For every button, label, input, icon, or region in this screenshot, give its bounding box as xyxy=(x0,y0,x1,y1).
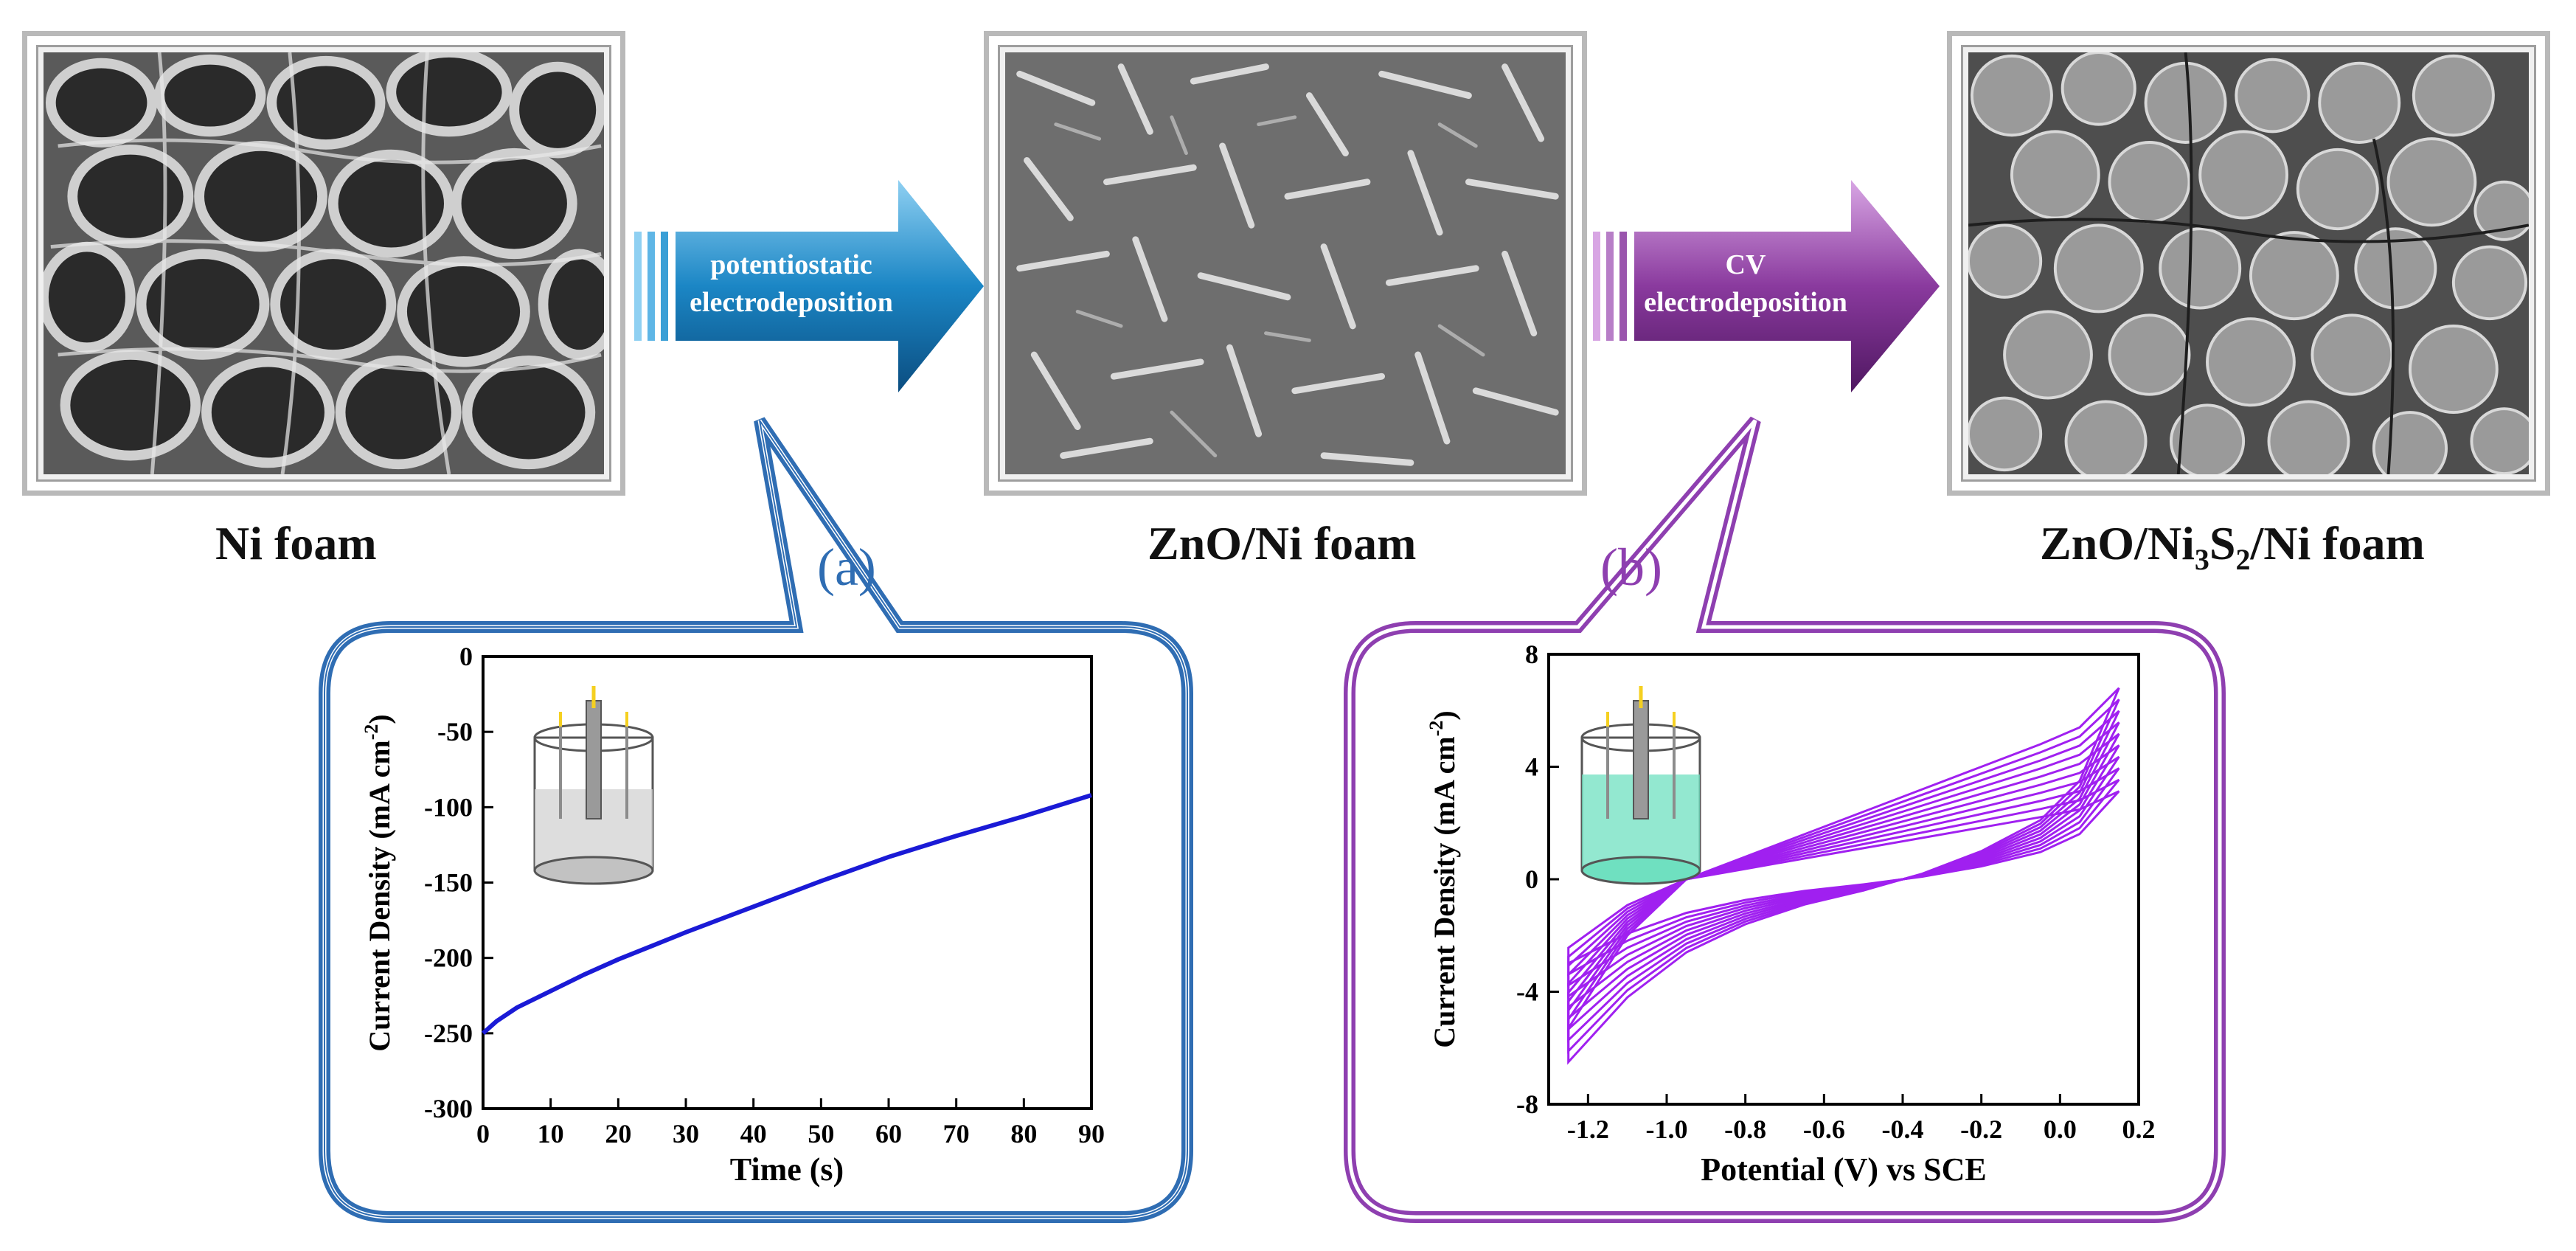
x-tick-label: 10 xyxy=(538,1119,564,1148)
ni-foam-texture xyxy=(44,52,604,474)
y-tick-label: -250 xyxy=(424,1019,473,1048)
x-tick-label: -0.4 xyxy=(1882,1115,1924,1144)
sem-image-zno-ni3s2-ni-foam xyxy=(1947,31,2550,496)
x-tick-label: 20 xyxy=(605,1119,631,1148)
x-tick-label: 40 xyxy=(740,1119,767,1148)
y-tick-label: 0 xyxy=(459,642,473,671)
y-tick-label: -4 xyxy=(1516,977,1538,1007)
sem-image-ni-foam xyxy=(22,31,625,496)
caption-part: S xyxy=(2209,517,2236,569)
arrow-label-line2: electrodeposition xyxy=(690,287,893,319)
y-tick-label: -300 xyxy=(424,1094,473,1123)
y-tick-label: 4 xyxy=(1525,752,1538,782)
y-tick-label: -100 xyxy=(424,792,473,822)
sem-image-zno-ni-foam xyxy=(984,31,1587,496)
x-tick-label: 90 xyxy=(1078,1119,1105,1148)
panel-label-b: (b) xyxy=(1600,538,1662,597)
callout-a-innerline xyxy=(324,420,1188,1218)
caption-ni-foam: Ni foam xyxy=(215,517,377,569)
ni3s2-spheres-texture xyxy=(1968,52,2529,474)
zno-flakes-texture xyxy=(1005,52,1566,474)
cv-cycle-line xyxy=(1567,790,2120,966)
chart-b-y-axis-label: Current Density (mA cm-2) xyxy=(1426,710,1461,1048)
arrow-label-line1: CV xyxy=(1725,249,1766,280)
chart-b: -1.2 -1.0 -0.8 -0.6 -0.4 -0.2 0.0 0.2 8 4 0 -4 -8 Po… xyxy=(1426,640,2156,1188)
callout-b-inner xyxy=(1347,419,2222,1219)
arrow-label-line1: potentiostatic xyxy=(710,249,872,280)
arrow-cv xyxy=(1593,180,1940,392)
caption-subscript: 2 xyxy=(2235,542,2251,576)
caption-part: ZnO/Ni xyxy=(2040,517,2195,569)
chart-a: 0 10 20 30 40 50 60 70 80 90 0 -50 -100 -150 -200 -250 -… xyxy=(361,642,1105,1188)
x-tick-label: 60 xyxy=(875,1119,902,1148)
caption-part: /Ni foam xyxy=(2250,517,2425,569)
caption-subscript: 3 xyxy=(2194,542,2209,576)
arrow-label-line2: electrodeposition xyxy=(1644,287,1847,319)
x-tick-label: -1.0 xyxy=(1646,1115,1688,1144)
chart-a-x-axis-label: Time (s) xyxy=(730,1151,844,1188)
x-tick-label: 80 xyxy=(1010,1119,1037,1148)
x-tick-label: 0.2 xyxy=(2122,1115,2156,1144)
arrow-potentiostatic xyxy=(634,180,984,392)
chart-b-x-axis-label: Potential (V) vs SCE xyxy=(1701,1151,1986,1188)
x-tick-label: -0.8 xyxy=(1724,1115,1766,1144)
x-tick-label: 50 xyxy=(808,1119,834,1148)
beaker-icon xyxy=(1580,686,1701,885)
y-tick-label: -50 xyxy=(437,717,473,746)
y-tick-label: -8 xyxy=(1516,1089,1538,1119)
y-tick-label: -200 xyxy=(424,943,473,973)
arrow-label-potentiostatic: potentiostatic electrodeposition xyxy=(677,246,906,322)
caption-zno-ni-foam: ZnO/Ni foam xyxy=(1148,517,1417,569)
x-tick-label: 0 xyxy=(476,1119,490,1148)
x-tick-label: 0.0 xyxy=(2044,1115,2077,1144)
chart-a-y-axis-label: Current Density (mA cm-2) xyxy=(361,714,396,1052)
chart-a-series-line xyxy=(482,793,1092,1036)
y-tick-label: -150 xyxy=(424,868,473,898)
x-tick-label: 70 xyxy=(943,1119,970,1148)
y-tick-label: 0 xyxy=(1525,864,1538,894)
panel-label-a: (a) xyxy=(817,538,876,597)
y-tick-label: 8 xyxy=(1525,640,1538,669)
x-tick-label: -1.2 xyxy=(1567,1115,1609,1144)
x-tick-label: -0.2 xyxy=(1960,1115,2002,1144)
arrow-label-cv: CV electrodeposition xyxy=(1631,246,1860,322)
beaker-icon xyxy=(533,686,654,885)
caption-zno-ni3s2-ni-foam: ZnO/Ni3S2/Ni foam xyxy=(2040,516,2425,577)
x-tick-label: -0.6 xyxy=(1803,1115,1845,1144)
x-tick-label: 30 xyxy=(673,1119,699,1148)
